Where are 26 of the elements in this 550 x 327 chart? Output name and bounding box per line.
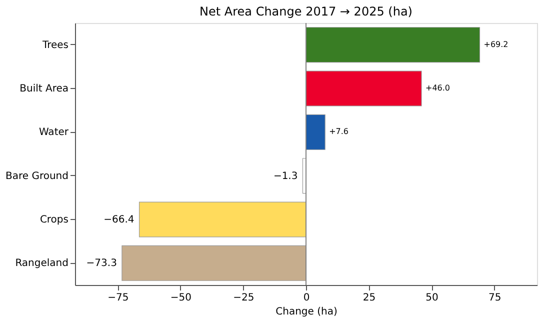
x-axis-title: Change (ha): [276, 306, 338, 318]
x-tick-label: −75: [108, 292, 129, 304]
x-tick-label: −50: [170, 292, 192, 304]
bar: [306, 114, 326, 150]
data-label: +46.0: [426, 84, 450, 92]
x-tick-label: 0: [303, 292, 310, 304]
bar: [122, 245, 306, 281]
data-label: +7.6: [329, 127, 349, 136]
x-tick-label: 25: [362, 292, 376, 304]
y-tick-label: Water: [38, 127, 70, 138]
data-label: −66.4: [104, 214, 134, 226]
y-tick-label: Crops: [40, 214, 68, 226]
y-tick-label: Built Area: [20, 84, 68, 94]
data-label: +69.2: [484, 40, 508, 49]
chart-title: Net Area Change 2017 → 2025 (ha): [200, 4, 412, 18]
x-tick-label: 75: [488, 292, 502, 304]
y-tick-label: Bare Ground: [6, 170, 68, 182]
bar: [138, 202, 306, 238]
x-tick-label: −25: [233, 292, 254, 304]
x-tick-label: 50: [426, 292, 438, 304]
y-tick-label: Rangeland: [15, 258, 68, 270]
data-label: −73.3: [86, 258, 117, 270]
bar: [306, 70, 422, 106]
data-label: −1.3: [273, 170, 298, 182]
bar: [306, 27, 480, 63]
y-tick-label: Trees: [41, 40, 68, 51]
